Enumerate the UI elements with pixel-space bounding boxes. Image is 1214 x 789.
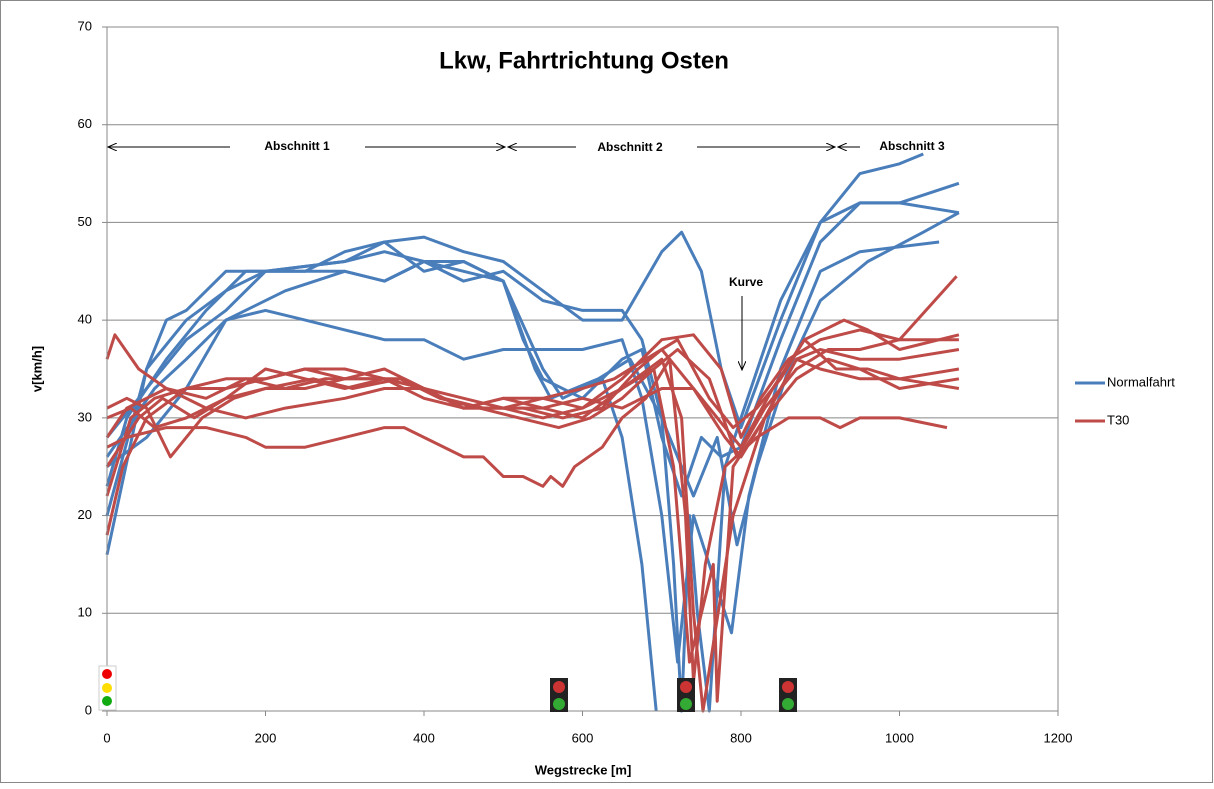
y-tick-label: 10 — [78, 605, 92, 620]
traffic-light — [677, 678, 695, 712]
y-tick-label: 70 — [78, 18, 92, 33]
chart-title: Lkw, Fahrtrichtung Osten — [439, 47, 729, 74]
series-line — [106, 357, 960, 459]
section-arrows — [108, 147, 860, 370]
x-tick-label: 200 — [255, 730, 277, 745]
x-tick-label: 400 — [413, 730, 435, 745]
x-tick-label: 800 — [730, 730, 752, 745]
legend-label: T30 — [1107, 412, 1129, 427]
plot — [105, 152, 960, 713]
plot-border — [106, 26, 1059, 712]
annotation: Abschnitt 3 — [879, 139, 945, 153]
annotation: Abschnitt 2 — [597, 140, 663, 154]
series-line — [106, 318, 960, 459]
y-tick-label: 50 — [78, 214, 92, 229]
y-tick-label: 30 — [78, 409, 92, 424]
y-tick-label: 40 — [78, 312, 92, 327]
x-tick-label: 1200 — [1044, 730, 1073, 745]
traffic-light — [550, 678, 568, 712]
legend-label: Normalfahrt — [1107, 374, 1175, 389]
annotation: Abschnitt 1 — [264, 139, 330, 153]
series-line — [105, 338, 960, 449]
traffic-light — [779, 678, 797, 712]
annotation: Kurve — [729, 275, 763, 289]
x-tick-label: 1000 — [885, 730, 914, 745]
series-line — [105, 348, 960, 703]
y-tick-label: 60 — [78, 116, 92, 131]
series-line — [106, 357, 948, 684]
legend: Normalfahrt T30 — [1075, 374, 1175, 427]
x-tick-label: 600 — [572, 730, 594, 745]
traffic-light — [98, 665, 117, 711]
y-tick-label: 20 — [78, 507, 92, 522]
y-axis-label: v[km/h] — [29, 346, 44, 392]
x-axis-label: Wegstrecke [m] — [535, 762, 632, 777]
y-tick-label: 0 — [85, 702, 92, 717]
x-tick-label: 0 — [103, 730, 110, 745]
